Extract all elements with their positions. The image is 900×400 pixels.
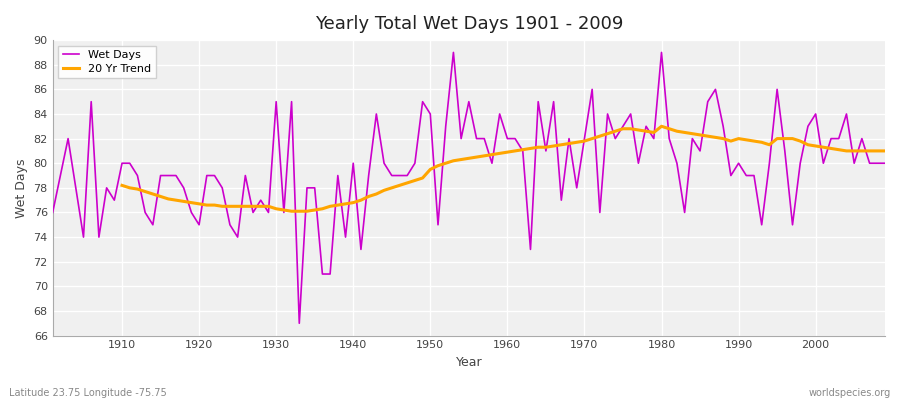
Text: Latitude 23.75 Longitude -75.75: Latitude 23.75 Longitude -75.75 xyxy=(9,388,166,398)
Y-axis label: Wet Days: Wet Days xyxy=(15,158,28,218)
20 Yr Trend xyxy=(117,183,128,188)
Wet Days xyxy=(294,321,305,326)
20 Yr Trend xyxy=(833,147,844,152)
Legend: Wet Days, 20 Yr Trend: Wet Days, 20 Yr Trend xyxy=(58,46,156,78)
20 Yr Trend xyxy=(579,139,590,144)
Title: Yearly Total Wet Days 1901 - 2009: Yearly Total Wet Days 1901 - 2009 xyxy=(315,15,623,33)
20 Yr Trend xyxy=(518,147,528,152)
Wet Days xyxy=(278,210,289,215)
Text: worldspecies.org: worldspecies.org xyxy=(809,388,891,398)
Wet Days xyxy=(610,136,621,141)
20 Yr Trend xyxy=(302,209,312,214)
Wet Days xyxy=(109,198,120,202)
Wet Days xyxy=(48,210,58,215)
Wet Days xyxy=(879,161,890,166)
20 Yr Trend xyxy=(857,148,868,153)
Line: Wet Days: Wet Days xyxy=(53,52,885,323)
20 Yr Trend xyxy=(656,124,667,129)
Line: 20 Yr Trend: 20 Yr Trend xyxy=(122,126,885,211)
Wet Days xyxy=(332,173,343,178)
Wet Days xyxy=(518,148,528,153)
X-axis label: Year: Year xyxy=(455,356,482,369)
Wet Days xyxy=(509,136,520,141)
20 Yr Trend xyxy=(879,148,890,153)
Wet Days xyxy=(448,50,459,55)
20 Yr Trend xyxy=(286,209,297,214)
20 Yr Trend xyxy=(263,204,274,209)
